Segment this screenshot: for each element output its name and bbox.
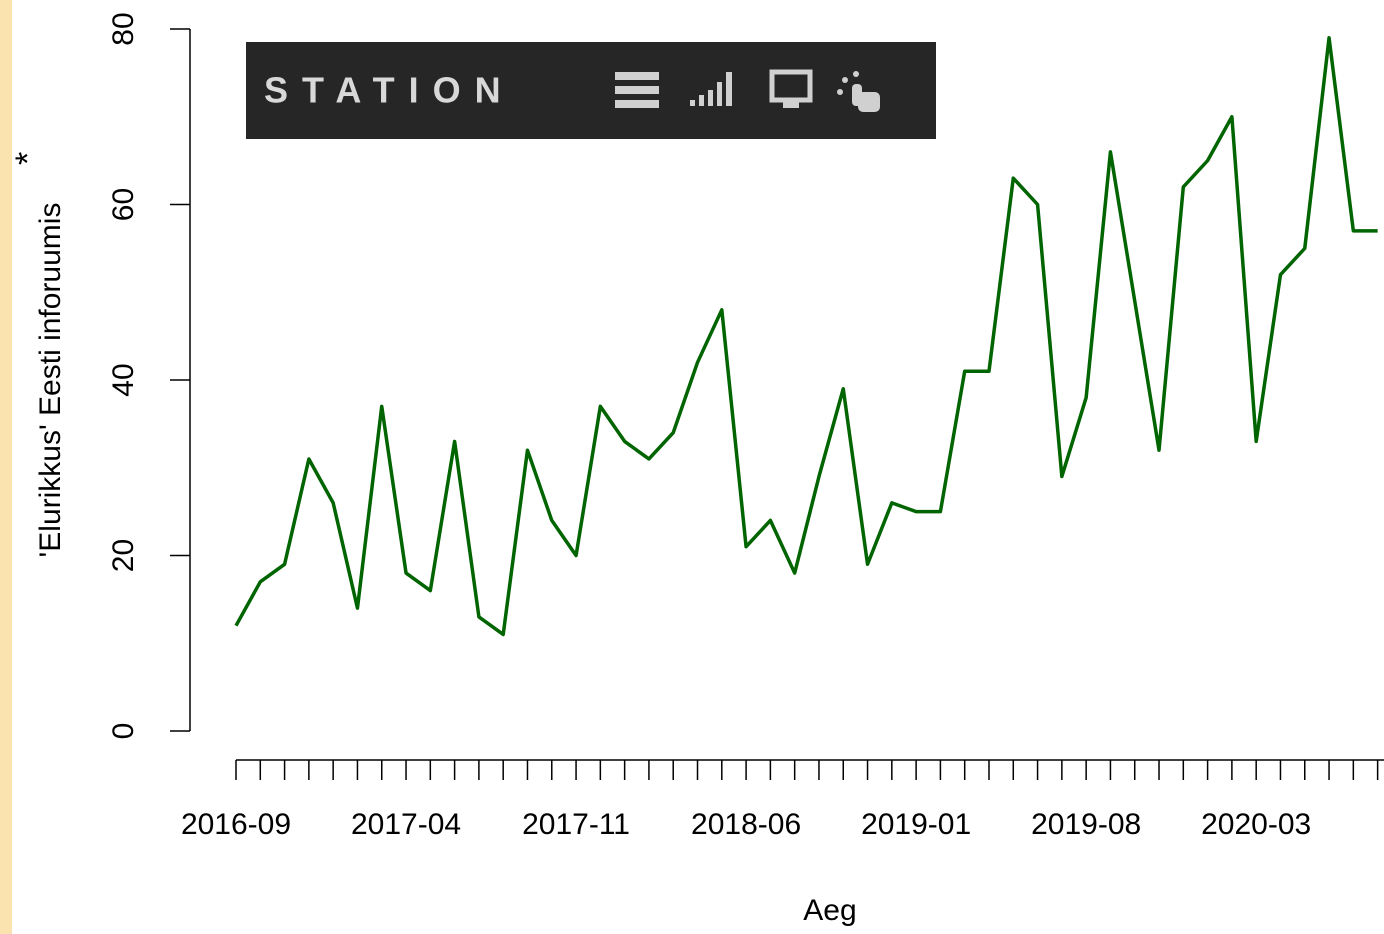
y-tick-label: 60 <box>107 188 140 221</box>
y-tick-label: 40 <box>107 363 140 396</box>
y-tick-label: 80 <box>107 12 140 45</box>
toolbar-brand: STATION <box>264 70 515 111</box>
x-tick-label: 2018-06 <box>691 808 801 841</box>
y-axis-label: 'Elurikkus' Eesti inforuumis <box>34 203 67 558</box>
y-label-mark: * <box>9 152 47 165</box>
x-tick-label: 2016-09 <box>181 808 291 841</box>
x-tick-label: 2019-08 <box>1031 808 1141 841</box>
toolbar: STATION <box>246 42 936 139</box>
x-tick-label: 2017-11 <box>522 808 630 841</box>
monitor-icon[interactable] <box>769 69 813 108</box>
x-tick-label: 2019-01 <box>861 808 971 841</box>
plot: 0 20 40 60 80 2016-09 2017-04 2017-11 2018-06 201… <box>107 12 1379 841</box>
data-line <box>234 36 1378 637</box>
menu-icon[interactable] <box>615 72 659 108</box>
y-label-group: 'Elurikkus' Eesti inforuumis * <box>9 152 67 558</box>
left-strip <box>0 0 12 934</box>
touch-icon[interactable] <box>837 71 880 112</box>
signal-icon[interactable] <box>690 72 732 106</box>
y-tick-label: 0 <box>107 723 140 740</box>
x-axis-label: Aeg <box>803 894 856 927</box>
x-tick-label: 2020-03 <box>1201 808 1311 841</box>
x-tick-label: 2017-04 <box>351 808 461 841</box>
y-tick-label: 20 <box>107 539 140 572</box>
toolbar-bg <box>246 42 936 139</box>
